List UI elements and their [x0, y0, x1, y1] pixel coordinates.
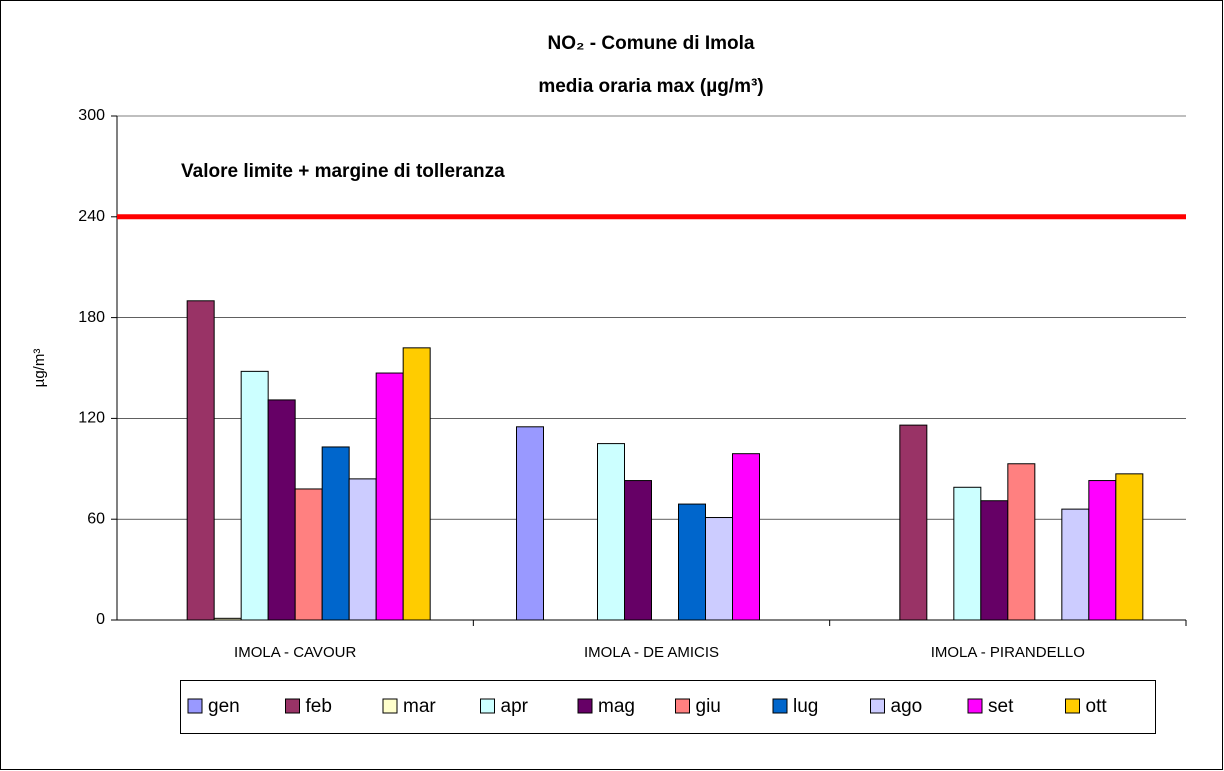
bar	[1088, 480, 1117, 621]
bar	[899, 424, 928, 621]
bar	[1115, 473, 1144, 621]
x-tick-label: IMOLA - PIRANDELLO	[931, 644, 1085, 661]
bar	[348, 478, 377, 621]
y-tick-label: 300	[78, 107, 105, 124]
y-tick-label: 60	[87, 510, 105, 527]
legend-swatch	[870, 698, 885, 714]
y-axis-label: µg/m³	[31, 349, 48, 388]
y-tick-label: 240	[78, 208, 105, 225]
legend-label: set	[988, 696, 1014, 717]
legend-label: ott	[1086, 696, 1108, 717]
bar	[678, 503, 706, 621]
y-tick-label: 0	[96, 611, 105, 628]
x-tick-label: IMOLA - DE AMICIS	[584, 644, 719, 661]
bar	[1007, 463, 1036, 621]
limit-label: Valore limite + margine di tolleranza	[181, 161, 505, 182]
bar	[267, 399, 296, 621]
bar	[516, 426, 544, 621]
bar	[624, 480, 652, 621]
bar	[953, 486, 982, 621]
legend-swatch	[967, 698, 983, 714]
bar	[321, 446, 350, 621]
bar	[240, 370, 269, 621]
bar	[186, 300, 215, 621]
legend-swatch	[382, 698, 398, 714]
legend	[180, 680, 1156, 734]
y-tick-label: 180	[78, 309, 105, 326]
bar	[213, 617, 242, 621]
chart-subtitle: media oraria max (µg/m³)	[538, 76, 763, 97]
bar	[294, 488, 323, 621]
bar	[705, 517, 733, 621]
legend-label: lug	[793, 696, 818, 717]
legend-swatch	[187, 698, 203, 714]
bar	[597, 443, 625, 621]
legend-label: feb	[306, 696, 332, 717]
legend-label: mar	[403, 696, 436, 717]
legend-label: apr	[501, 696, 529, 717]
legend-swatch	[675, 698, 690, 714]
bar	[1061, 508, 1090, 621]
legend-swatch	[285, 698, 300, 714]
legend-label: mag	[598, 696, 635, 717]
x-tick-label: IMOLA - CAVOUR	[234, 644, 356, 661]
bar	[375, 372, 404, 621]
y-tick-label: 120	[78, 410, 105, 427]
legend-swatch	[480, 698, 495, 714]
legend-label: giu	[696, 696, 721, 717]
chart-title: NO₂ - Comune di Imola	[548, 33, 755, 54]
legend-swatch	[577, 698, 593, 714]
bar	[732, 453, 760, 621]
bar	[402, 347, 431, 621]
bar	[980, 500, 1009, 621]
legend-swatch	[1065, 698, 1080, 714]
legend-label: ago	[891, 696, 923, 717]
legend-label: gen	[208, 696, 240, 717]
legend-swatch	[772, 698, 788, 714]
